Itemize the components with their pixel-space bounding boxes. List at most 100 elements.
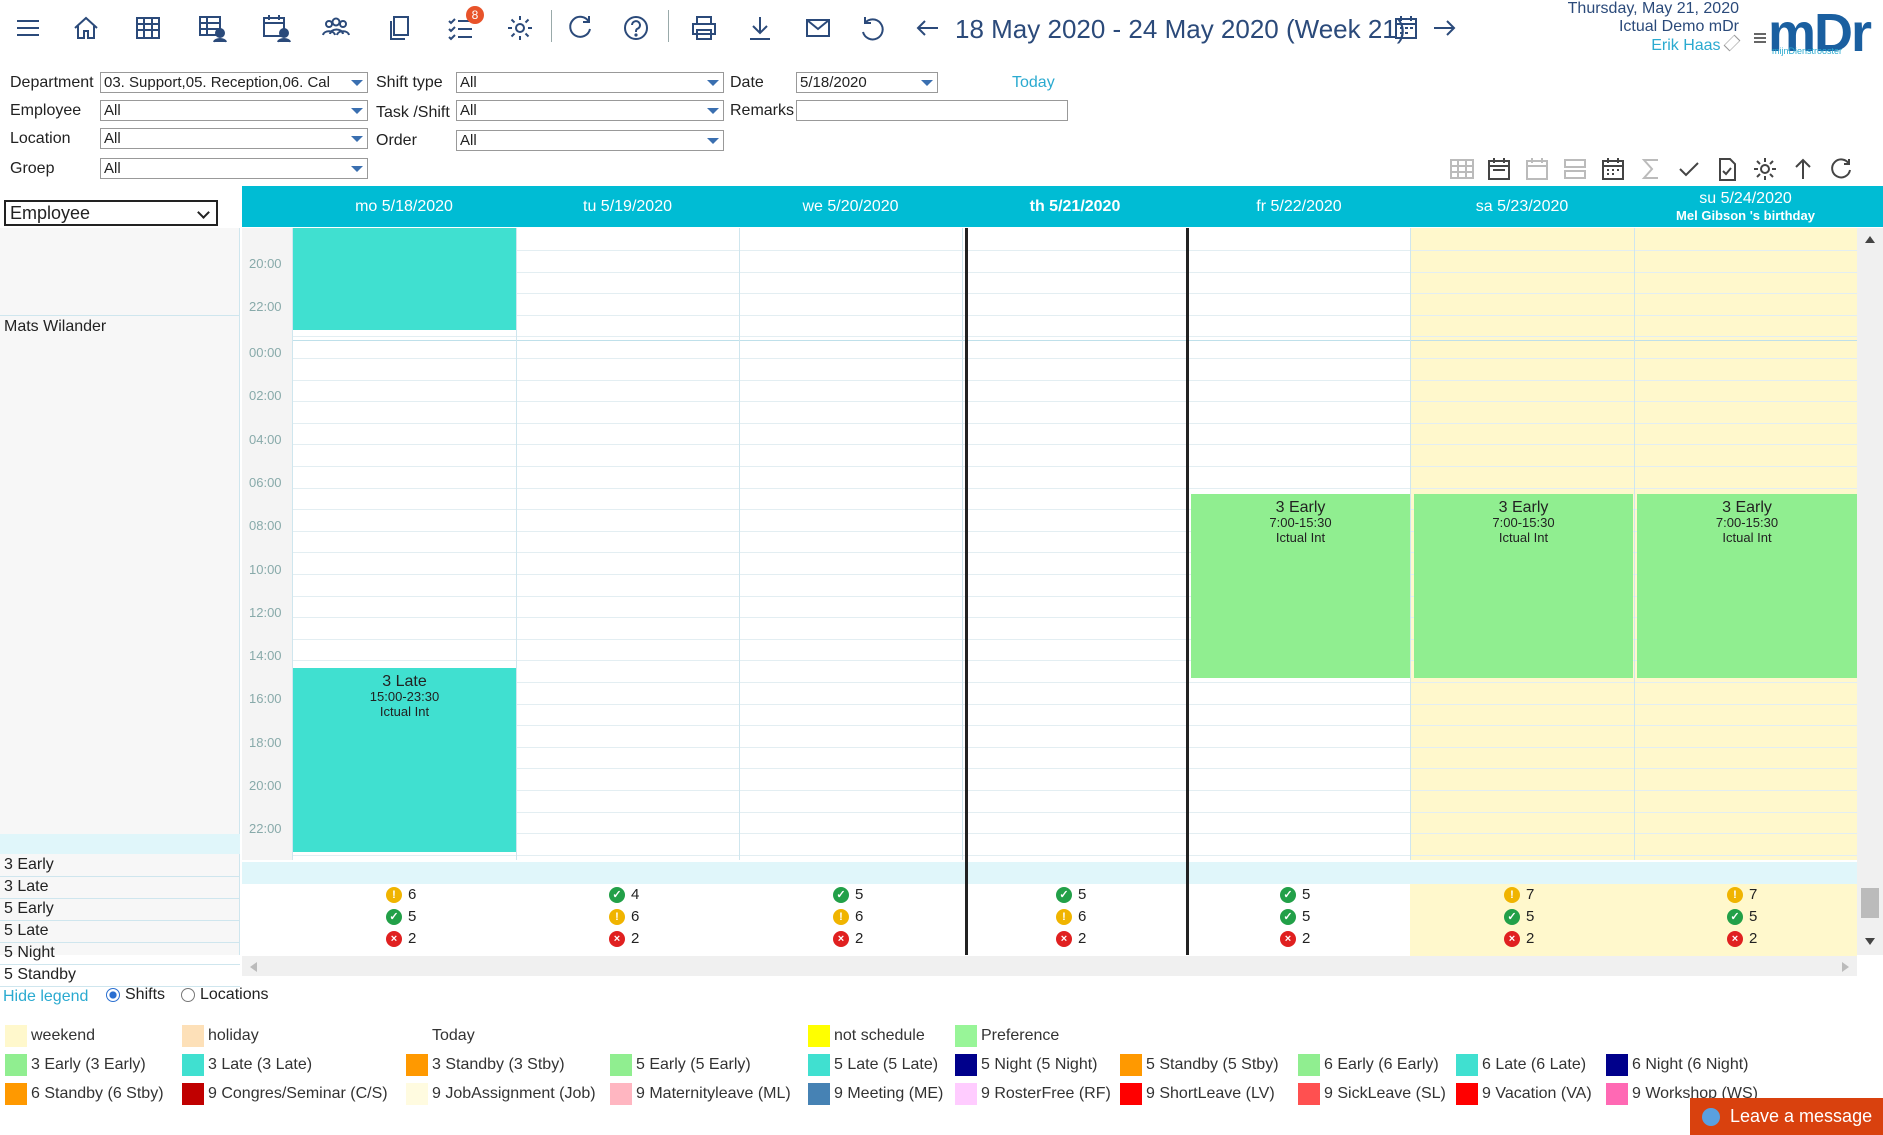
- calendar-month-icon[interactable]: [1598, 154, 1628, 184]
- summary-cell[interactable]: ✓ 5: [1727, 908, 1757, 925]
- summary-cell[interactable]: ! 7: [1504, 886, 1534, 903]
- today-link[interactable]: Today: [1012, 74, 1055, 91]
- home-icon[interactable]: [66, 8, 106, 48]
- arrow-left-icon[interactable]: [908, 8, 948, 48]
- summary-cell[interactable]: × 2: [386, 930, 416, 947]
- employee-name[interactable]: Mats Wilander: [4, 318, 107, 335]
- shift-block-early-sun[interactable]: 3 Early 7:00-15:30 Ictual Int: [1637, 494, 1857, 678]
- day-column[interactable]: [962, 228, 1188, 860]
- view-select[interactable]: Employee: [4, 200, 218, 226]
- table-user-icon[interactable]: [192, 8, 232, 48]
- summary-cell[interactable]: ✓ 4: [609, 886, 639, 903]
- document-check-icon[interactable]: [1712, 154, 1742, 184]
- day-header[interactable]: mo 5/18/2020: [355, 198, 453, 215]
- time-label: 02:00: [249, 388, 282, 404]
- summary-cell[interactable]: ! 6: [386, 886, 416, 903]
- shift-block-early-sat[interactable]: 3 Early 7:00-15:30 Ictual Int: [1414, 494, 1633, 678]
- mail-icon[interactable]: [798, 8, 838, 48]
- summary-cell[interactable]: ! 6: [609, 908, 639, 925]
- hamburger-icon[interactable]: [1752, 30, 1768, 51]
- check-icon[interactable]: [1674, 154, 1704, 184]
- summary-cell[interactable]: × 2: [1056, 930, 1086, 947]
- day-column[interactable]: [292, 228, 516, 860]
- download-icon[interactable]: [740, 8, 780, 48]
- summary-cell[interactable]: ✓ 5: [1504, 908, 1534, 925]
- rows-icon[interactable]: [1560, 154, 1590, 184]
- legend-swatch: [5, 1083, 27, 1105]
- day-header[interactable]: fr 5/22/2020: [1256, 198, 1342, 215]
- locations-radio[interactable]: Locations: [181, 986, 269, 1004]
- shift-block-late-prev[interactable]: [293, 228, 516, 330]
- date-input[interactable]: 5/18/2020: [796, 72, 938, 93]
- table-icon[interactable]: [128, 8, 168, 48]
- summary-cell[interactable]: × 2: [1504, 930, 1534, 947]
- week-title: 18 May 2020 - 24 May 2020 (Week 21): [955, 14, 1406, 44]
- order-select[interactable]: All: [456, 130, 724, 151]
- print-icon[interactable]: [684, 8, 724, 48]
- today-boundary: [1186, 228, 1189, 955]
- arrow-up-icon[interactable]: [1788, 154, 1818, 184]
- hide-legend-link[interactable]: Hide legend: [3, 988, 89, 1005]
- summary-row-label: 5 Late: [4, 922, 49, 939]
- user-name[interactable]: Erik Haas: [1651, 37, 1721, 54]
- employee-select[interactable]: All: [100, 100, 368, 121]
- undo-icon[interactable]: [852, 8, 892, 48]
- copy-icon[interactable]: [380, 8, 420, 48]
- summary-cell[interactable]: ✓ 5: [833, 886, 863, 903]
- day-column[interactable]: [1410, 228, 1634, 860]
- summary-cell[interactable]: ✓ 5: [386, 908, 416, 925]
- summary-cell[interactable]: × 2: [1280, 930, 1310, 947]
- summary-cell[interactable]: ! 7: [1727, 886, 1757, 903]
- arrow-right-icon[interactable]: [1424, 8, 1464, 48]
- shift-block-early-fri[interactable]: 3 Early 7:00-15:30 Ictual Int: [1191, 494, 1410, 678]
- day-column[interactable]: [739, 228, 962, 860]
- summary-cell[interactable]: ✓ 5: [1056, 886, 1086, 903]
- taskshift-select[interactable]: All: [456, 100, 724, 121]
- summary-cell[interactable]: ! 6: [833, 908, 863, 925]
- summary-cell[interactable]: ✓ 5: [1280, 908, 1310, 925]
- summary-cell[interactable]: × 2: [833, 930, 863, 947]
- day-header[interactable]: sa 5/23/2020: [1475, 198, 1569, 215]
- day-header[interactable]: su 5/24/2020 Mel Gibson 's birthday: [1634, 186, 1857, 227]
- summary-cell[interactable]: × 2: [1727, 930, 1757, 947]
- summary-cell[interactable]: × 2: [609, 930, 639, 947]
- settings-icon[interactable]: [1750, 154, 1780, 184]
- gear-icon[interactable]: [500, 8, 540, 48]
- shifts-radio[interactable]: Shifts: [106, 986, 165, 1004]
- leave-message-button[interactable]: Leave a message: [1690, 1098, 1883, 1135]
- time-label: 20:00: [249, 256, 282, 271]
- day-column[interactable]: [516, 228, 739, 860]
- location-select[interactable]: All: [100, 128, 368, 149]
- calendar-week-icon[interactable]: [1484, 154, 1514, 184]
- time-label: 20:00: [249, 778, 282, 793]
- legend-swatch: [1120, 1083, 1142, 1105]
- summary-row-label: 5 Early: [4, 900, 54, 917]
- group-icon[interactable]: [316, 8, 356, 48]
- day-header[interactable]: tu 5/19/2020: [583, 198, 672, 215]
- shift-block-late[interactable]: 3 Late 15:00-23:30 Ictual Int: [293, 668, 516, 852]
- day-column[interactable]: [1634, 228, 1857, 860]
- summary-cell[interactable]: ✓ 5: [1280, 886, 1310, 903]
- edit-icon[interactable]: [1723, 34, 1741, 52]
- calendar-icon[interactable]: [1386, 8, 1426, 48]
- error-icon: ×: [386, 930, 402, 947]
- tasks-icon[interactable]: 8: [440, 6, 484, 48]
- time-label: 06:00: [249, 474, 282, 490]
- calendar-day-icon[interactable]: [1522, 154, 1552, 184]
- reload-icon[interactable]: [1826, 154, 1856, 184]
- grid-view-icon[interactable]: [1447, 154, 1477, 184]
- horizontal-scrollbar[interactable]: [242, 956, 1857, 976]
- vertical-scrollbar[interactable]: [1857, 228, 1883, 955]
- summary-cell[interactable]: ! 6: [1056, 908, 1086, 925]
- day-header[interactable]: we 5/20/2020: [802, 198, 899, 215]
- shifttype-select[interactable]: All: [456, 72, 724, 93]
- groep-select[interactable]: All: [100, 158, 368, 179]
- remarks-input[interactable]: [796, 100, 1068, 121]
- help-icon[interactable]: [616, 8, 656, 48]
- department-select[interactable]: 03. Support,05. Reception,06. Cal: [100, 72, 368, 93]
- refresh-icon[interactable]: [560, 8, 600, 48]
- day-header[interactable]: th 5/21/2020: [1029, 198, 1121, 215]
- calendar-user-icon[interactable]: [256, 8, 296, 48]
- sum-icon[interactable]: [1636, 154, 1666, 184]
- menu-icon[interactable]: [8, 8, 48, 48]
